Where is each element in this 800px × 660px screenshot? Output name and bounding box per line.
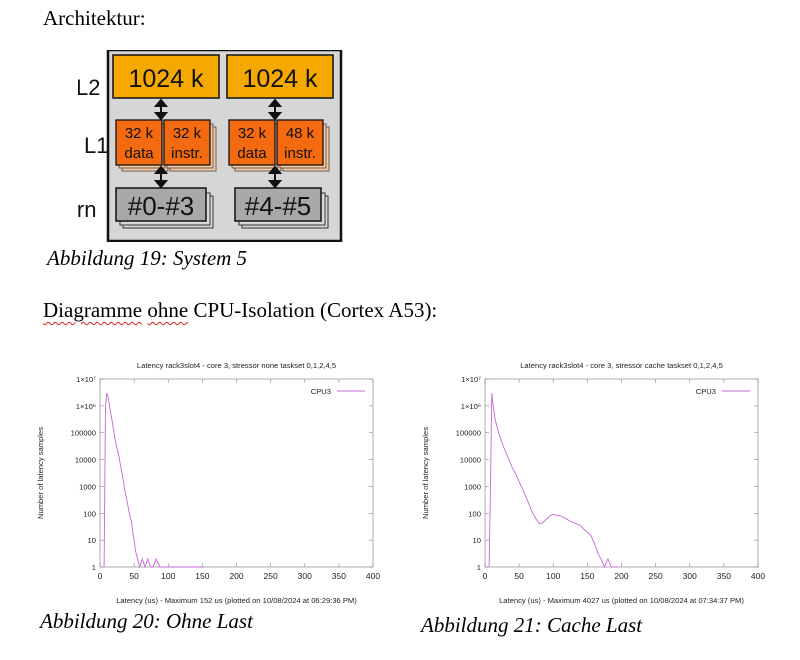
legend-label: CPU3 (696, 387, 716, 396)
y-tick-label: 1000 (79, 482, 96, 491)
x-tick-label: 150 (195, 571, 209, 581)
x-tick-label: 100 (546, 571, 560, 581)
x-tick-label: 300 (683, 571, 697, 581)
series-line-cpu3 (488, 392, 619, 569)
y-tick-label: 1 (477, 563, 481, 572)
x-tick-label: 100 (161, 571, 175, 581)
x-tick-label: 400 (366, 571, 380, 581)
chart-title: Latency rack3slot4 - core 3, stressor ca… (520, 361, 723, 370)
row-label-l1: L1 (84, 133, 108, 158)
y-tick-label: 100000 (456, 429, 481, 438)
y-tick-label: 10000 (460, 456, 481, 465)
x-tick-label: 250 (649, 571, 663, 581)
y-axis-label: Number of latency samples (421, 427, 430, 519)
x-tick-label: 250 (264, 571, 278, 581)
y-tick-label: 1×10⁷ (461, 375, 481, 384)
architecture-diagram: L2 L1 Kern 1024 k 1024 k 32 k data 32 k … (78, 50, 343, 242)
l1-data-cache-block (228, 119, 276, 166)
x-axis-label: Latency (us) - Maximum 152 us (plotted o… (116, 596, 357, 605)
l1-data-cache-block (115, 119, 163, 166)
y-tick-label: 100 (468, 509, 481, 518)
y-tick-label: 10 (473, 536, 481, 545)
x-tick-label: 300 (298, 571, 312, 581)
l2-cache-block (226, 54, 334, 99)
l2-cache-label: 1024 k (242, 65, 318, 93)
latency-chart-no-load: Latency rack3slot4 - core 3, stressor no… (36, 361, 380, 605)
l1-instr-cache-block (276, 119, 324, 166)
core-block (115, 187, 207, 222)
y-tick-label: 100 (83, 509, 96, 518)
heading-diagrams-rest: CPU-Isolation (Cortex A53): (193, 298, 438, 322)
figure-caption-20: Abbildung 20: Ohne Last (40, 609, 253, 633)
l1-size-label: 48 k (286, 125, 315, 142)
y-tick-label: 10 (88, 536, 96, 545)
y-tick-label: 10000 (75, 456, 96, 465)
y-tick-label: 1×10⁷ (76, 375, 96, 384)
bidirectional-arrow-icon (153, 98, 283, 121)
l2-cache-label: 1024 k (128, 65, 204, 93)
l1-type-label: data (237, 145, 267, 162)
x-tick-label: 50 (129, 571, 139, 581)
x-tick-label: 200 (229, 571, 243, 581)
plot-frame (99, 378, 374, 568)
chart-title: Latency rack3slot4 - core 3, stressor no… (137, 361, 336, 370)
y-axis-label: Number of latency samples (36, 427, 45, 519)
bidirectional-arrow-icon (153, 165, 283, 189)
l1-size-label: 32 k (125, 125, 154, 142)
figure-caption-21: Abbildung 21: Cache Last (421, 613, 643, 637)
x-tick-label: 350 (717, 571, 731, 581)
l1-type-label: instr. (171, 145, 203, 162)
core-label: #4-#5 (245, 191, 312, 221)
series-line-cpu3 (103, 392, 204, 569)
heading-architecture: Architektur: (43, 6, 146, 30)
core-block (234, 187, 322, 222)
y-tick-label: 1×10⁶ (76, 402, 96, 411)
x-tick-label: 0 (483, 571, 488, 581)
heading-diagrams: Diagramme ohne CPU-Isolation (Cortex A53… (43, 298, 437, 323)
l1-type-label: instr. (284, 145, 316, 162)
l1-size-label: 32 k (238, 125, 267, 142)
y-tick-label: 100000 (71, 429, 96, 438)
plot-frame (484, 378, 759, 568)
x-tick-label: 200 (614, 571, 628, 581)
y-tick-label: 1×10⁶ (461, 402, 481, 411)
x-tick-label: 0 (98, 571, 103, 581)
legend-label: CPU3 (311, 387, 331, 396)
x-tick-label: 350 (332, 571, 346, 581)
x-axis-label: Latency (us) - Maximum 4027 us (plotted … (499, 596, 744, 605)
l1-instr-cache-block (163, 119, 211, 166)
figure-caption-19: Abbildung 19: System 5 (47, 246, 248, 270)
heading-diagrams-word-1: Diagramme (43, 298, 143, 322)
l1-size-label: 32 k (173, 125, 202, 142)
latency-chart-cache-load: Latency rack3slot4 - core 3, stressor ca… (421, 361, 765, 605)
x-tick-label: 50 (514, 571, 524, 581)
row-label-kern: Kern (78, 197, 96, 222)
y-tick-label: 1 (92, 563, 96, 572)
l1-type-label: data (124, 145, 154, 162)
y-tick-label: 1000 (464, 482, 481, 491)
l2-cache-block (112, 54, 220, 99)
x-tick-label: 150 (580, 571, 594, 581)
row-label-l2: L2 (78, 75, 100, 100)
core-label: #0-#3 (128, 191, 195, 221)
x-tick-label: 400 (751, 571, 765, 581)
heading-diagrams-word-2: ohne (147, 298, 189, 322)
